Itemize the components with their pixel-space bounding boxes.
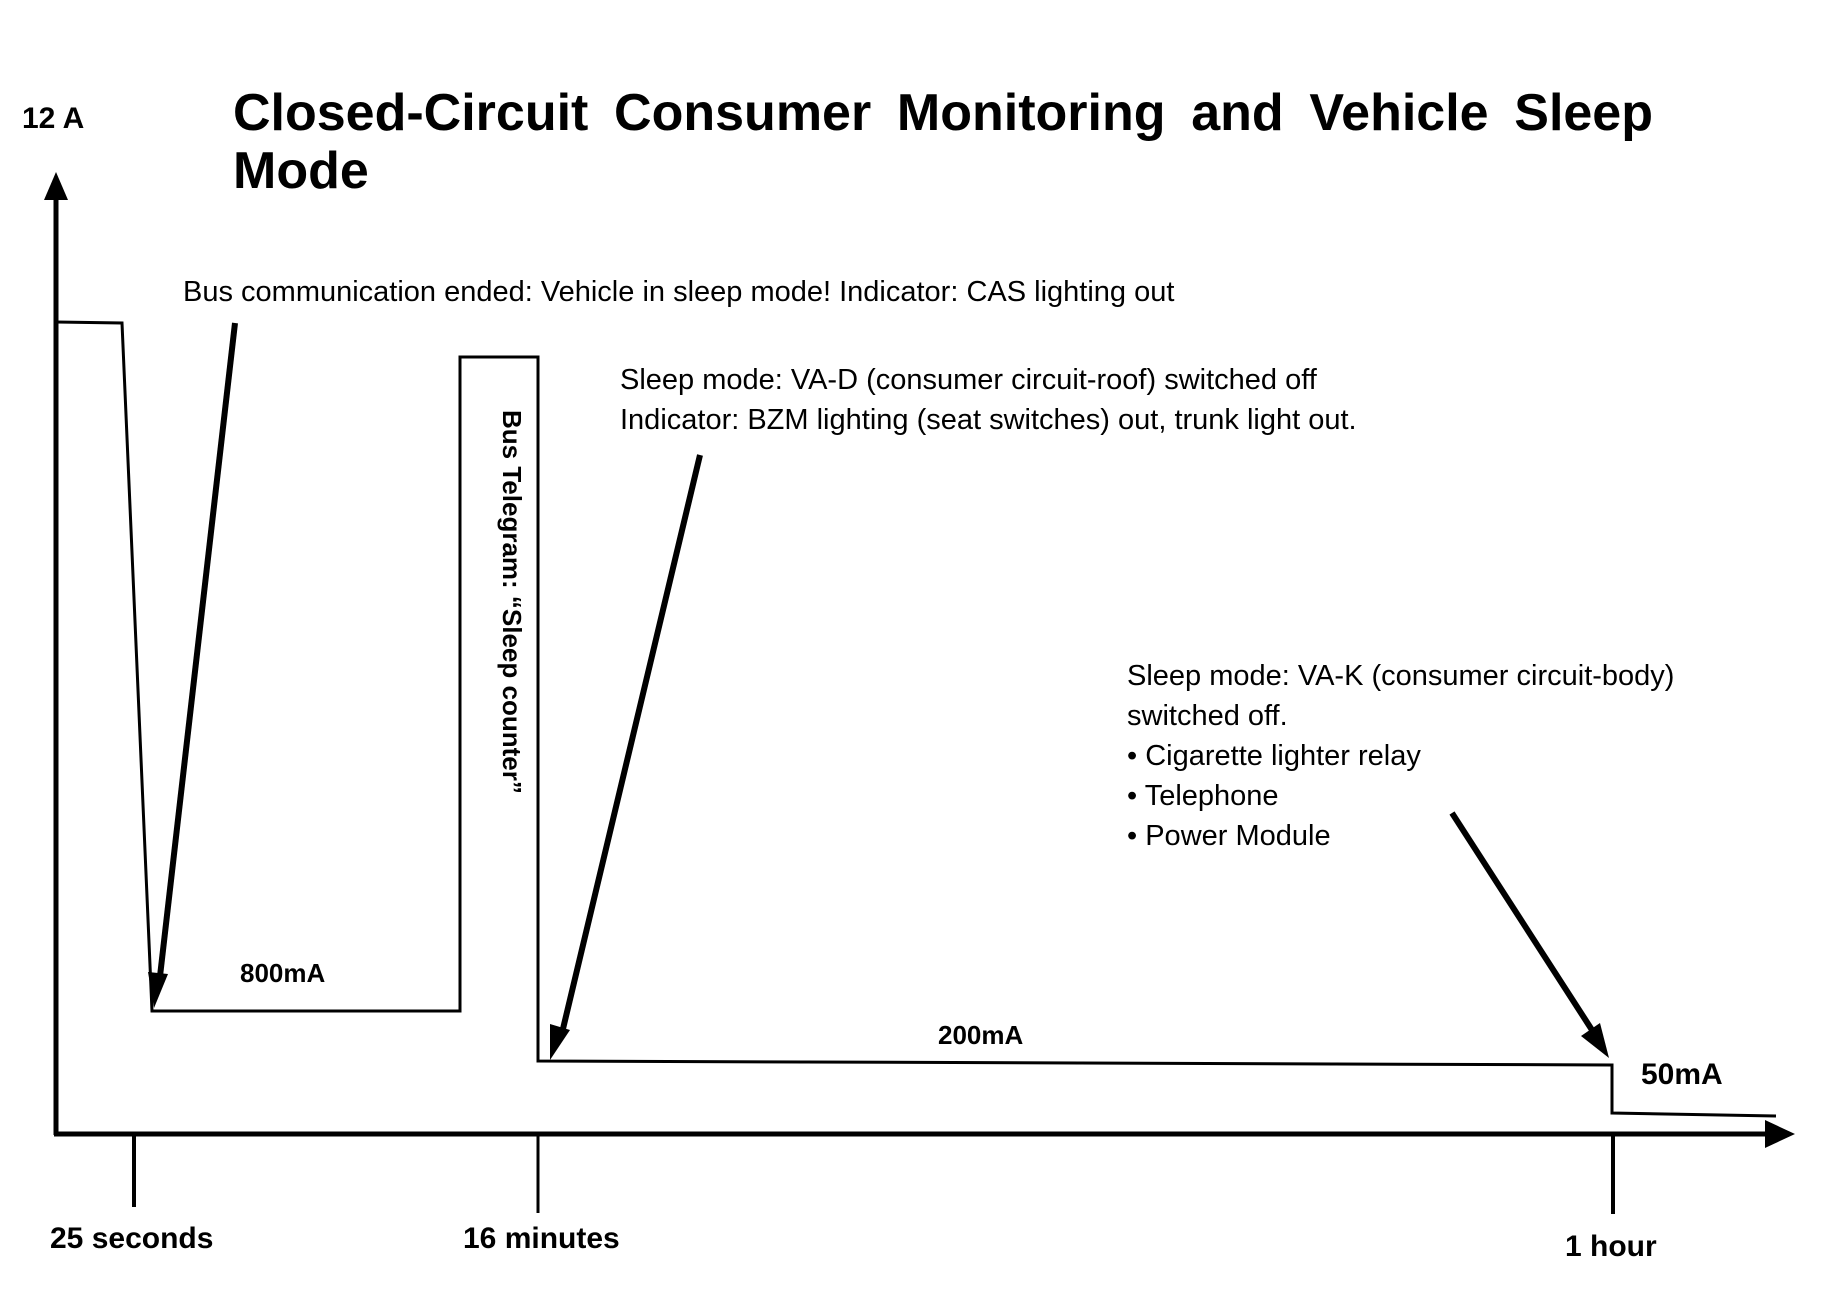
- vak-list-item: • Cigarette lighter relay: [1127, 740, 1421, 772]
- level-800ma: 800mA: [240, 958, 326, 988]
- x-axis-arrowhead: [1765, 1120, 1795, 1148]
- annotation-bus-telegram: Bus Telegram: “Sleep counter”: [497, 410, 527, 794]
- vak-list-item: • Power Module: [1127, 820, 1331, 852]
- tick-label-25-seconds: 25 seconds: [50, 1222, 214, 1255]
- bullet-icon: •: [1127, 740, 1138, 772]
- annotation-bus-comm: Bus communication ended: Vehicle in slee…: [183, 276, 1175, 308]
- y-axis-label: 12 A: [22, 102, 85, 135]
- arrow-vak: [1449, 811, 1595, 1032]
- vak-list-item: • Telephone: [1127, 780, 1279, 812]
- arrow-vad-head: [550, 1024, 570, 1060]
- annotation-vak-line2: switched off.: [1127, 700, 1288, 732]
- level-200ma: 200mA: [938, 1020, 1024, 1050]
- level-50ma: 50mA: [1641, 1058, 1723, 1091]
- bullet-icon: •: [1127, 820, 1138, 852]
- annotation-vad-line1: Sleep mode: VA-D (consumer circuit-roof)…: [620, 364, 1317, 396]
- tick-label-1-hour: 1 hour: [1565, 1230, 1657, 1263]
- tick-label-16-minutes: 16 minutes: [463, 1222, 620, 1255]
- arrow-bus-comm-head: [148, 972, 168, 1008]
- arrow-vak-head: [1581, 1023, 1609, 1058]
- current-trace: [55, 320, 1777, 1118]
- y-axis-arrowhead: [44, 172, 68, 200]
- annotation-vak-line1: Sleep mode: VA-K (consumer circuit-body): [1127, 660, 1675, 692]
- title-line-2: Mode: [233, 142, 369, 200]
- chart-title: Closed-Circuit Consumer Monitoring and V…: [233, 84, 1653, 200]
- bullet-icon: •: [1127, 780, 1138, 812]
- title-line-1: Closed-Circuit Consumer Monitoring and V…: [233, 84, 1653, 142]
- annotation-vad-line2: Indicator: BZM lighting (seat switches) …: [620, 404, 1357, 436]
- arrow-bus-comm: [156, 322, 238, 986]
- arrow-vad: [559, 454, 703, 1034]
